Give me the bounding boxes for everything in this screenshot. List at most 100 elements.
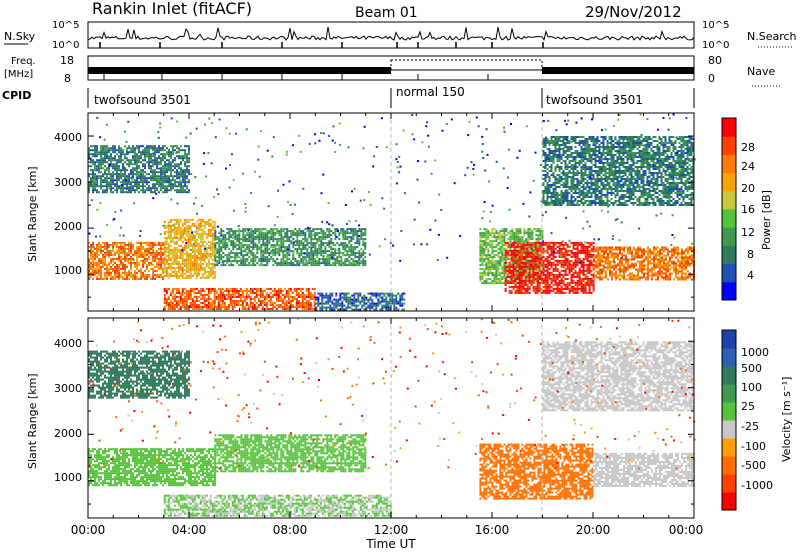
heatmap-cell [352,252,355,255]
heatmap-cell [209,240,212,243]
heatmap-cell [262,232,265,235]
heatmap-cell [102,259,104,262]
heatmap-cell [515,264,518,267]
heatmap-cell [300,242,303,245]
heatmap-cell [321,300,324,303]
heatmap-cell [158,175,160,178]
heatmap-cell [167,244,170,247]
heatmap-cell [185,290,188,292]
heatmap-cell [509,278,512,281]
heatmap-cell [245,292,248,294]
heatmap-cell [177,290,180,292]
heatmap-cell [495,266,498,269]
heatmap-cell [304,244,307,247]
heatmap-cell [219,288,222,290]
heatmap-cell [172,149,174,152]
heatmap-cell [180,183,182,186]
heatmap-cell [512,265,515,268]
heatmap-cell [164,153,166,156]
heatmap-cell [179,306,182,308]
heatmap-cell [150,159,152,162]
heatmap-cell [205,298,208,300]
heatmap-cell [254,242,257,245]
heatmap-cell [197,228,200,231]
heatmap-cell [303,302,306,304]
heatmap-cell [321,298,324,301]
heatmap-cell [199,302,202,304]
heatmap-cell [395,296,398,299]
heatmap-cell [275,294,278,296]
heatmap-cell [104,171,106,174]
heatmap-cell [241,296,244,298]
heatmap-cell [501,268,504,271]
heatmap-cell [248,252,251,255]
heatmap-cell [169,308,172,310]
heatmap-cell [150,145,152,148]
heatmap-cell [309,302,312,304]
heatmap-cell [529,230,532,233]
heatmap-cell [524,281,527,284]
heatmap-cell [220,238,223,241]
heatmap-cell [163,248,166,251]
heatmap-cell [114,169,116,172]
heatmap-cell [479,246,482,249]
heatmap-cell [203,230,206,233]
heatmap-cell [132,171,134,174]
heatmap-cell [191,244,194,247]
heatmap-cell [199,306,202,308]
heatmap-cell [293,298,296,300]
heatmap-cell [179,230,182,233]
heatmap-cell [524,271,527,274]
heatmap-cell [189,236,192,239]
heatmap-cell [536,273,539,276]
heatmap-cell [112,151,114,154]
heatmap-cell [515,282,518,285]
heatmap-cell [318,250,321,253]
heatmap-cell [529,238,532,241]
heatmap-cell [354,264,357,267]
heatmap-cell [165,248,168,251]
heatmap-cell [263,300,266,302]
heatmap-cell [148,159,150,162]
heatmap-cell [238,244,241,247]
heatmap-cell [146,147,148,150]
heatmap-cell [338,254,341,257]
heatmap-cell [116,173,118,176]
heatmap-cell [324,234,327,237]
heatmap-cell [253,288,256,290]
heatmap-cell [504,265,507,268]
heatmap-cell [501,234,504,237]
heatmap-cell [179,250,182,253]
heatmap-cell [177,264,180,267]
heatmap-cell [360,256,363,259]
heatmap-cell [244,262,247,265]
heatmap-cell [362,234,365,237]
heatmap-cell [186,191,188,194]
heatmap-cell [235,302,238,304]
heatmap-cell [493,256,496,259]
heatmap-cell [332,242,335,245]
heatmap-cell [183,260,186,263]
heatmap-cell [224,236,227,239]
heatmap-cell [300,232,303,235]
heatmap-cell [512,285,515,288]
heatmap-cell [96,179,98,182]
heatmap-cell [481,272,484,275]
heatmap-cell [90,161,92,164]
heatmap-cell [142,181,144,184]
heatmap-cell [184,181,186,184]
heatmap-cell [266,258,269,261]
heatmap-cell [207,228,210,231]
heatmap-cell [315,298,318,301]
heatmap-cell [520,243,523,246]
heatmap-cell [238,260,241,263]
heatmap-cell [375,292,378,295]
heatmap-cell [309,294,312,296]
heatmap-cell [209,298,212,300]
heatmap-cell [205,220,208,223]
heatmap-cell [328,264,331,267]
heatmap-cell [531,234,534,237]
heatmap-cell [489,232,492,235]
heatmap-cell [189,234,192,237]
cpid-segment-3: twofsound 3501 [546,93,643,107]
